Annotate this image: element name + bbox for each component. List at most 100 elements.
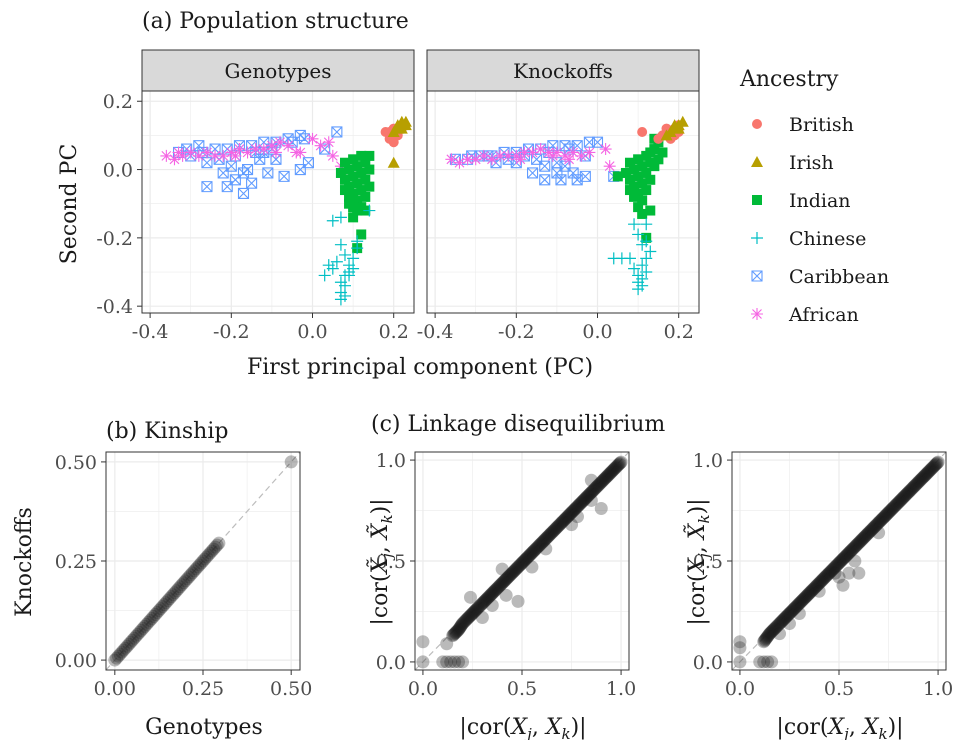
point [466,606,480,620]
point-caribbean [567,167,579,179]
point [820,568,834,582]
point-irish [387,156,400,168]
point [852,536,866,550]
point-indian [641,185,652,196]
point [921,466,935,480]
point-indian [612,171,623,182]
point [927,460,941,474]
point [819,569,833,583]
point [767,622,781,636]
point [769,621,783,635]
point [528,543,542,557]
point [816,573,830,587]
point [847,541,861,555]
point [463,609,477,623]
point [586,483,600,497]
point-chinese [640,266,653,279]
point [803,586,817,600]
point [733,655,747,669]
point [465,607,479,621]
point-chinese [330,255,343,268]
point [110,651,124,665]
point [141,615,155,629]
point-african [599,143,612,156]
x-tick-label: 1.0 [606,678,636,700]
point [760,631,774,645]
point [926,460,940,474]
point-african [469,153,482,166]
point [537,534,551,548]
point [521,550,535,564]
point [460,612,474,626]
point [830,558,844,572]
point [493,579,507,593]
point [843,545,857,559]
point [761,629,775,643]
point [924,462,938,476]
point [928,458,942,472]
point [916,470,930,484]
point-chinese [628,262,641,275]
point [836,578,850,592]
point [765,624,779,638]
point [143,613,157,627]
point [854,533,868,547]
point [416,635,430,649]
point-indian [629,191,640,202]
point-african [494,149,507,162]
point [468,604,482,618]
point [812,584,826,598]
point-chinese [334,238,347,251]
point [919,467,933,481]
point [779,611,792,625]
legend-key-british [752,119,762,129]
point-indian [344,191,355,202]
point [835,553,849,567]
point [499,588,513,602]
point [547,524,561,538]
y-tick-label: 0.2 [103,91,133,113]
point [168,586,182,600]
point-caribbean [262,167,274,179]
point-indian [637,161,648,172]
point [884,503,898,517]
point [828,561,842,575]
plot-border [414,451,630,671]
point [594,475,608,489]
point [496,575,510,589]
point [862,525,876,539]
point [842,566,856,580]
point [522,549,536,563]
point [525,546,539,560]
point-caribbean [217,167,229,179]
point [818,570,832,584]
point [576,494,590,508]
point [601,468,615,482]
point [530,541,544,555]
point [509,562,523,576]
point [200,550,214,564]
point-african [257,143,270,156]
point [585,485,599,499]
point [857,531,871,545]
point [473,598,487,612]
point-caribbean [237,187,250,200]
point [608,461,622,475]
identity-line [105,451,301,671]
point [210,538,224,552]
point [563,507,577,521]
point-african [249,143,262,156]
point [840,547,854,561]
point [896,491,910,505]
point [527,544,541,558]
point [875,512,889,526]
identity-line [414,451,630,671]
point [832,556,846,570]
point [773,627,787,641]
point [761,655,775,669]
point [790,599,804,613]
point [889,498,903,512]
point [874,513,888,527]
point [499,573,513,587]
x-tick-label: 0.25 [182,678,224,700]
